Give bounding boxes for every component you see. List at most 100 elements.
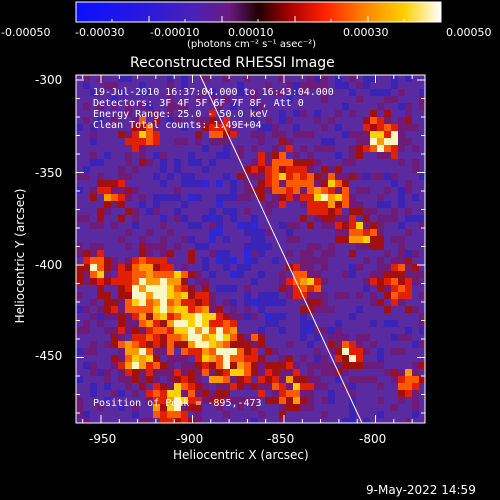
image-pixel <box>76 124 83 131</box>
image-pixel <box>419 222 425 229</box>
image-pixel <box>272 299 279 306</box>
image-pixel <box>265 138 272 145</box>
image-pixel <box>244 215 251 222</box>
image-pixel <box>223 166 230 173</box>
image-pixel <box>181 103 188 110</box>
image-pixel <box>209 117 216 124</box>
image-pixel <box>174 173 181 180</box>
image-pixel <box>195 138 202 145</box>
image-pixel <box>356 208 363 215</box>
image-pixel <box>174 362 181 369</box>
image-pixel <box>223 75 230 82</box>
image-pixel <box>139 173 146 180</box>
image-pixel <box>272 320 279 327</box>
image-pixel <box>314 124 321 131</box>
image-pixel <box>363 89 370 96</box>
image-pixel <box>83 173 90 180</box>
image-pixel <box>111 124 118 131</box>
image-pixel <box>181 145 188 152</box>
image-pixel <box>405 187 412 194</box>
image-pixel <box>328 320 335 327</box>
image-pixel <box>125 194 132 201</box>
image-pixel <box>132 236 139 243</box>
image-pixel <box>419 159 425 166</box>
image-pixel <box>230 257 237 264</box>
image-pixel <box>349 320 356 327</box>
image-pixel <box>244 194 251 201</box>
image-pixel <box>335 264 342 271</box>
image-pixel <box>90 383 97 390</box>
image-pixel <box>174 264 181 271</box>
image-pixel <box>237 152 244 159</box>
image-pixel <box>104 159 111 166</box>
image-pixel <box>398 397 405 404</box>
image-pixel <box>237 187 244 194</box>
image-pixel <box>237 285 244 292</box>
image-pixel <box>104 194 111 201</box>
image-pixel <box>272 264 279 271</box>
image-pixel <box>76 306 83 313</box>
image-pixel <box>384 306 391 313</box>
image-pixel <box>139 362 146 369</box>
image-pixel <box>104 264 111 271</box>
image-pixel <box>398 152 405 159</box>
image-pixel <box>160 285 167 292</box>
image-pixel <box>125 390 132 397</box>
image-pixel <box>370 404 377 411</box>
image-pixel <box>314 362 321 369</box>
image-pixel <box>76 229 83 236</box>
image-pixel <box>97 264 104 271</box>
image-pixel <box>307 264 314 271</box>
image-pixel <box>391 194 398 201</box>
image-pixel <box>251 264 258 271</box>
image-pixel <box>146 89 153 96</box>
image-pixel <box>286 327 293 334</box>
image-pixel <box>363 369 370 376</box>
image-pixel <box>251 418 258 423</box>
image-pixel <box>342 271 349 278</box>
image-pixel <box>153 320 160 327</box>
image-pixel <box>405 229 412 236</box>
image-pixel <box>398 96 405 103</box>
image-pixel <box>370 264 377 271</box>
image-pixel <box>412 145 419 152</box>
image-pixel <box>153 250 160 257</box>
image-pixel <box>132 278 139 285</box>
image-pixel <box>293 306 300 313</box>
image-pixel <box>412 313 419 320</box>
image-pixel <box>300 103 307 110</box>
image-pixel <box>97 222 104 229</box>
image-pixel <box>328 222 335 229</box>
image-pixel <box>237 166 244 173</box>
image-pixel <box>195 369 202 376</box>
image-pixel <box>279 327 286 334</box>
image-pixel <box>244 306 251 313</box>
image-pixel <box>349 180 356 187</box>
image-pixel <box>223 313 230 320</box>
image-pixel <box>139 348 146 355</box>
image-pixel <box>76 334 83 341</box>
image-pixel <box>349 278 356 285</box>
image-pixel <box>272 96 279 103</box>
image-pixel <box>300 334 307 341</box>
image-pixel <box>391 208 398 215</box>
image-pixel <box>307 404 314 411</box>
image-pixel <box>370 82 377 89</box>
image-pixel <box>363 257 370 264</box>
image-pixel <box>293 299 300 306</box>
image-pixel <box>391 404 398 411</box>
image-pixel <box>111 397 118 404</box>
image-pixel <box>188 194 195 201</box>
image-pixel <box>125 306 132 313</box>
image-pixel <box>167 390 174 397</box>
image-pixel <box>111 250 118 257</box>
image-pixel <box>195 145 202 152</box>
image-pixel <box>146 334 153 341</box>
image-pixel <box>111 166 118 173</box>
image-pixel <box>237 75 244 82</box>
image-pixel <box>202 159 209 166</box>
image-pixel <box>391 75 398 82</box>
image-pixel <box>209 250 216 257</box>
image-pixel <box>307 236 314 243</box>
image-pixel <box>349 285 356 292</box>
